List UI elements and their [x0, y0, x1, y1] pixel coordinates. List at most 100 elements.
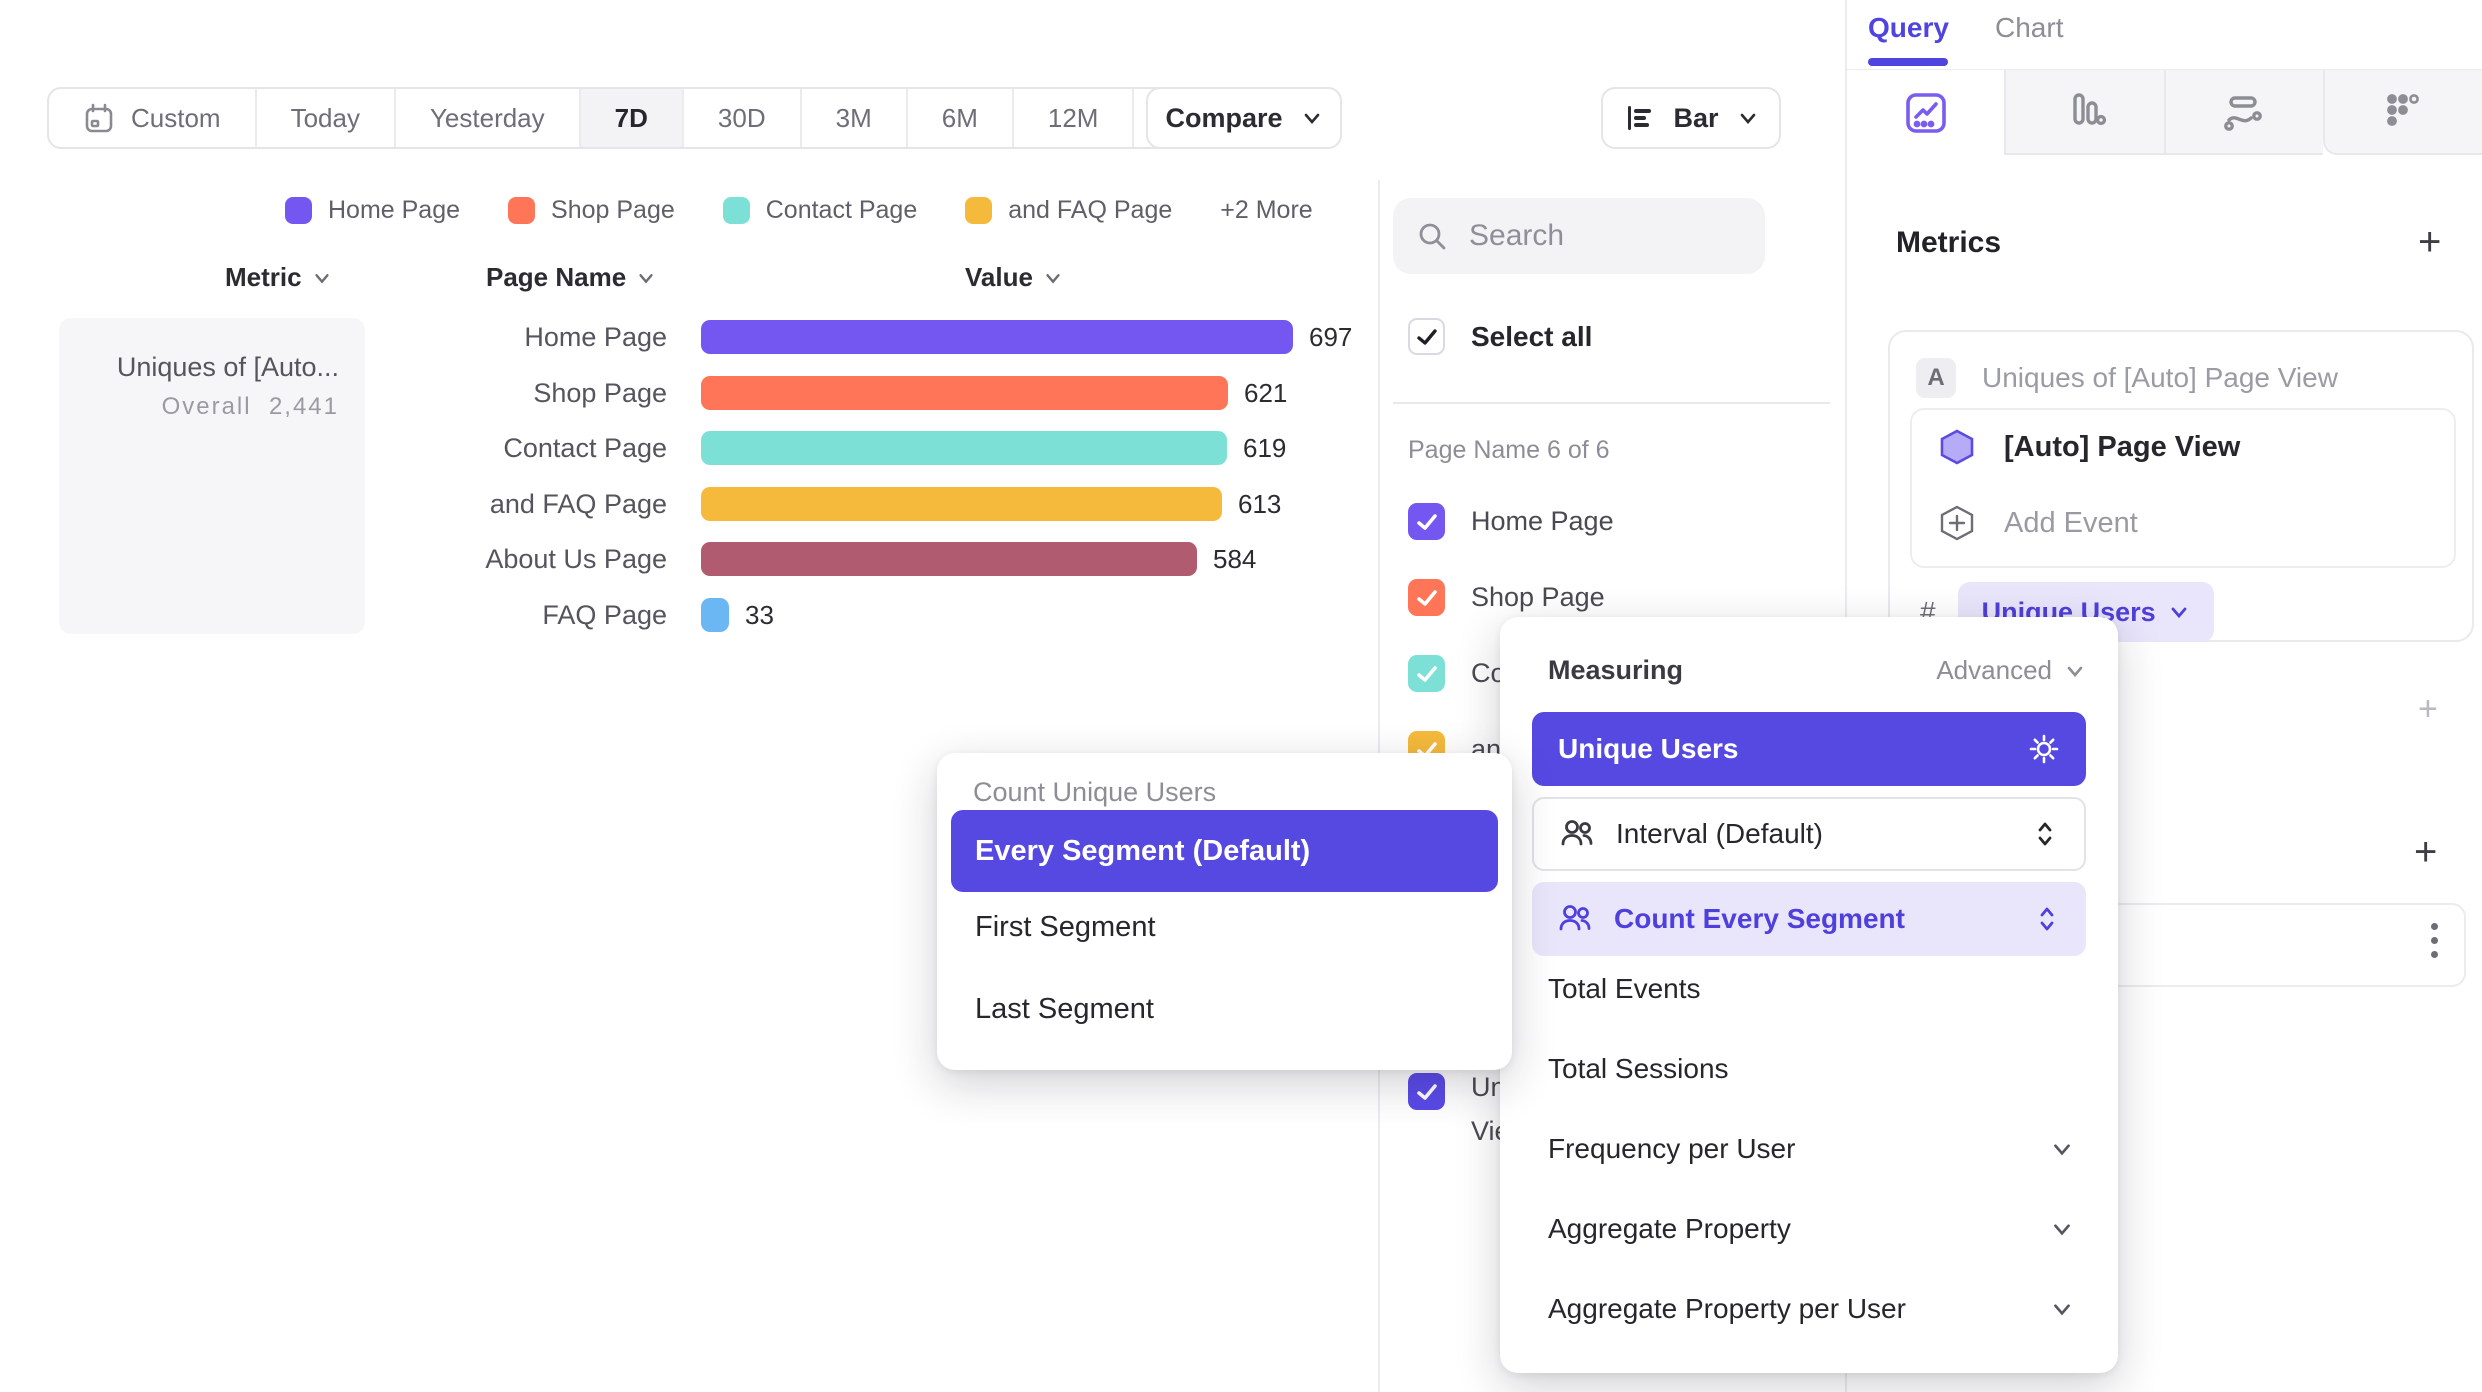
option-total-sessions[interactable]: Total Sessions — [1548, 1053, 1729, 1084]
check-icon — [1416, 665, 1437, 682]
bar-and-faq-page[interactable] — [701, 487, 1222, 521]
active-tab-indicator — [1868, 58, 1948, 66]
legend-item[interactable]: Contact Page — [722, 196, 917, 225]
search-icon — [1419, 223, 1446, 250]
metric-letter-badge: A — [1916, 358, 1956, 398]
option-aggregate-property-per-user[interactable]: Aggregate Property per User — [1548, 1293, 2074, 1325]
colored-checkbox[interactable] — [1408, 579, 1445, 616]
colored-checkbox[interactable] — [1408, 655, 1445, 692]
search-input[interactable] — [1469, 219, 1729, 253]
add-metric-button[interactable]: + — [2418, 220, 2442, 264]
option-first-segment[interactable]: First Segment — [975, 911, 1156, 943]
metric-column-header[interactable]: Metric — [225, 262, 332, 293]
option-last-segment[interactable]: Last Segment — [975, 993, 1154, 1025]
bar-value: 33 — [745, 599, 774, 630]
value-column-header[interactable]: Value — [965, 262, 1063, 293]
chart-row: Home Page 697 — [417, 319, 1352, 355]
check-icon — [1416, 513, 1437, 530]
chevron-down-icon — [2054, 1144, 2070, 1156]
date-range-today[interactable]: Today — [257, 89, 396, 147]
add-event-row[interactable]: Add Event — [1938, 504, 2138, 542]
legend-swatch — [285, 197, 312, 224]
chart-type-funnels[interactable] — [2004, 70, 2164, 155]
date-range-12m[interactable]: 12M — [1014, 89, 1135, 147]
chevron-down-icon — [2054, 1304, 2070, 1316]
date-range-7d[interactable]: 7D — [580, 89, 684, 147]
chart-row: Shop Page 621 — [417, 375, 1287, 411]
compare-button[interactable]: Compare — [1146, 87, 1342, 149]
event-name: [Auto] Page View — [2004, 430, 2241, 463]
list-item-home-page[interactable]: Home Page — [1408, 503, 1614, 540]
colored-checkbox[interactable] — [1408, 503, 1445, 540]
option-unique-users[interactable]: Unique Users — [1532, 712, 2086, 786]
bar-contact-page[interactable] — [701, 431, 1227, 465]
group-label: Page Name 6 of 6 — [1408, 436, 1610, 464]
option-aggregate-property[interactable]: Aggregate Property — [1548, 1213, 2074, 1245]
add-event-label: Add Event — [2004, 506, 2138, 539]
date-range-custom[interactable]: Custom — [49, 89, 257, 147]
chart-type-retention[interactable] — [2322, 70, 2482, 155]
legend-swatch — [965, 197, 993, 224]
advanced-toggle[interactable]: Advanced — [1936, 655, 2086, 686]
search-box — [1393, 198, 1765, 274]
bar-value: 697 — [1309, 321, 1353, 352]
date-range-group: Custom Today Yesterday 7D 30D 3M 6M 12M … — [47, 87, 1295, 149]
bar-faq-page[interactable] — [701, 598, 729, 632]
metric-card-header[interactable]: A Uniques of [Auto] Page View — [1916, 358, 2338, 398]
bar-value: 584 — [1213, 543, 1257, 574]
segment-popup-title: Count Unique Users — [973, 777, 1217, 807]
bar-label: and FAQ Page — [489, 488, 667, 519]
legend-item[interactable]: Home Page — [285, 196, 460, 225]
date-range-yesterday[interactable]: Yesterday — [396, 89, 581, 147]
bar-label: FAQ Page — [542, 599, 667, 630]
legend-more[interactable]: +2 More — [1220, 196, 1313, 224]
bar-label: Contact Page — [503, 432, 667, 463]
chart-type-dropdown[interactable]: Bar — [1601, 87, 1781, 149]
colored-checkbox[interactable] — [1408, 1073, 1445, 1110]
tab-chart[interactable]: Chart — [1995, 12, 2064, 43]
bar-value: 621 — [1244, 377, 1288, 408]
metric-overall: Overall 2,441 — [161, 393, 339, 420]
kebab-menu-icon[interactable] — [2431, 923, 2438, 958]
metric-card-title: Uniques of [Auto] Page View — [1982, 362, 2338, 393]
add-breakdown-button[interactable]: + — [2414, 830, 2438, 874]
bar-shop-page[interactable] — [701, 376, 1228, 410]
page-name-column-header[interactable]: Page Name — [486, 262, 656, 293]
legend-swatch — [722, 197, 750, 224]
bar-home-page[interactable] — [701, 320, 1293, 354]
legend-item[interactable]: Shop Page — [508, 196, 675, 225]
date-range-3m[interactable]: 3M — [802, 89, 908, 147]
check-icon — [1416, 589, 1437, 606]
event-row[interactable]: [Auto] Page View — [1938, 428, 2240, 466]
select-all-row[interactable]: Select all — [1408, 318, 1592, 355]
date-range-6m[interactable]: 6M — [908, 89, 1014, 147]
bar-about-us-page[interactable] — [701, 542, 1197, 576]
option-total-events[interactable]: Total Events — [1548, 973, 1701, 1004]
people-icon — [1559, 905, 1591, 931]
list-item-shop-page[interactable]: Shop Page — [1408, 579, 1605, 616]
option-count-every-segment[interactable]: Count Every Segment — [1532, 882, 2086, 956]
bar-label: Shop Page — [533, 377, 667, 408]
stepper-icon[interactable] — [2032, 820, 2058, 848]
option-frequency-per-user[interactable]: Frequency per User — [1548, 1133, 2074, 1165]
gear-icon[interactable] — [2028, 733, 2060, 765]
option-every-segment[interactable]: Every Segment (Default) — [951, 810, 1498, 892]
list-item-partially-hidden[interactable]: Uni Vie — [1408, 1072, 1512, 1153]
stepper-icon[interactable] — [2034, 905, 2060, 933]
chevron-down-icon — [2054, 1224, 2070, 1236]
add-filter-button[interactable]: + — [2418, 690, 2438, 728]
add-event-hexagon-icon — [1940, 505, 1974, 541]
list-divider — [1393, 402, 1830, 404]
chevron-down-icon — [1046, 273, 1060, 283]
chart-type-flows[interactable] — [2163, 70, 2323, 155]
bar-chart-icon — [1628, 106, 1652, 130]
option-interval[interactable]: Interval (Default) — [1532, 797, 2086, 871]
calendar-icon — [85, 103, 113, 133]
metric-summary-cell[interactable]: Uniques of [Auto... Overall 2,441 — [59, 318, 365, 634]
chart-type-insights[interactable] — [1847, 70, 2005, 155]
tab-query[interactable]: Query — [1868, 12, 1949, 43]
metrics-heading: Metrics — [1896, 226, 2002, 259]
date-range-30d[interactable]: 30D — [684, 89, 802, 147]
legend-item[interactable]: and FAQ Page — [965, 196, 1172, 225]
select-all-checkbox[interactable] — [1408, 318, 1445, 355]
